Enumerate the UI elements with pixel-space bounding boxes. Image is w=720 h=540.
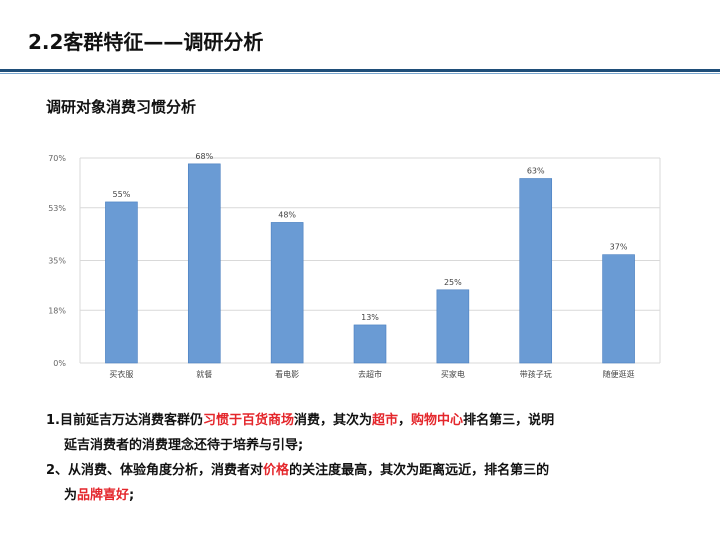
y-tick-label: 70%	[48, 154, 66, 163]
bar	[270, 222, 304, 364]
header-divider-thin	[0, 73, 720, 74]
y-tick-label: 18%	[48, 306, 66, 315]
note-1-text-e: ，	[398, 413, 412, 428]
y-tick-label: 0%	[53, 359, 66, 368]
note-2: 2、从消费、体验角度分析，消费者对价格的关注度最高，其次为距离远近，排名第三的 …	[46, 458, 686, 508]
bar	[436, 289, 470, 364]
bar-data-label: 13%	[361, 313, 379, 322]
note-2-text-f: ;	[129, 488, 135, 503]
bar	[353, 324, 387, 364]
note-1-text-g: 排名第三，说明	[463, 413, 555, 428]
bar-chart: 0% 18% 35% 53% 70% 55% 买衣服 68% 就餐 48% 看电影 13% 去超市 25%…	[48, 152, 661, 379]
bar-data-label: 37%	[610, 243, 628, 252]
y-tick-label: 35%	[48, 257, 66, 266]
note-2-text-a: 2、从消费、体验角度分析，消费者对	[46, 463, 264, 478]
note-1: 1.目前延吉万达消费客群仍习惯于百货商场消费，其次为超市，购物中心排名第三，说明…	[46, 408, 686, 458]
section-subtitle: 调研对象消费习惯分析	[46, 98, 197, 116]
x-tick-label: 带孩子玩	[520, 369, 552, 379]
note-2-highlight-price: 价格	[263, 463, 290, 478]
bar	[105, 201, 138, 364]
header-divider	[0, 69, 720, 72]
x-tick-label: 就餐	[196, 369, 212, 379]
bar-data-label: 55%	[113, 190, 131, 199]
bar-data-label: 68%	[195, 152, 213, 161]
x-tick-label: 随便逛逛	[603, 369, 635, 379]
note-1-text-c: 消费，其次为	[294, 413, 373, 428]
note-1-text-h: 延吉消费者的消费理念还待于培养与引导;	[64, 438, 304, 453]
bar-data-label: 63%	[527, 167, 545, 176]
bar	[602, 254, 635, 364]
note-2-highlight-brand: 品牌喜好	[77, 488, 130, 503]
note-1-highlight-mall: 购物中心	[411, 413, 464, 428]
note-1-highlight-department-store: 习惯于百货商场	[202, 413, 294, 428]
page-title: 2.2客群特征——调研分析	[28, 30, 264, 54]
bar	[519, 178, 553, 364]
bar-data-label: 48%	[278, 210, 296, 219]
note-1-text-a: 1.目前延吉万达消费客群仍	[46, 413, 203, 428]
bar-data-label: 25%	[444, 278, 462, 287]
x-tick-label: 买衣服	[109, 369, 133, 379]
note-2-text-c: 的关注度最高，其次为距离远近，排名第三的	[289, 463, 550, 478]
x-tick-label: 去超市	[358, 369, 382, 379]
bar	[187, 163, 221, 364]
x-tick-label: 买家电	[441, 369, 465, 379]
note-2-text-d: 为	[64, 488, 78, 503]
analysis-notes: 1.目前延吉万达消费客群仍习惯于百货商场消费，其次为超市，购物中心排名第三，说明…	[46, 408, 686, 508]
note-1-highlight-supermarket: 超市	[372, 413, 399, 428]
x-tick-label: 看电影	[275, 369, 299, 379]
y-tick-label: 53%	[48, 204, 66, 213]
